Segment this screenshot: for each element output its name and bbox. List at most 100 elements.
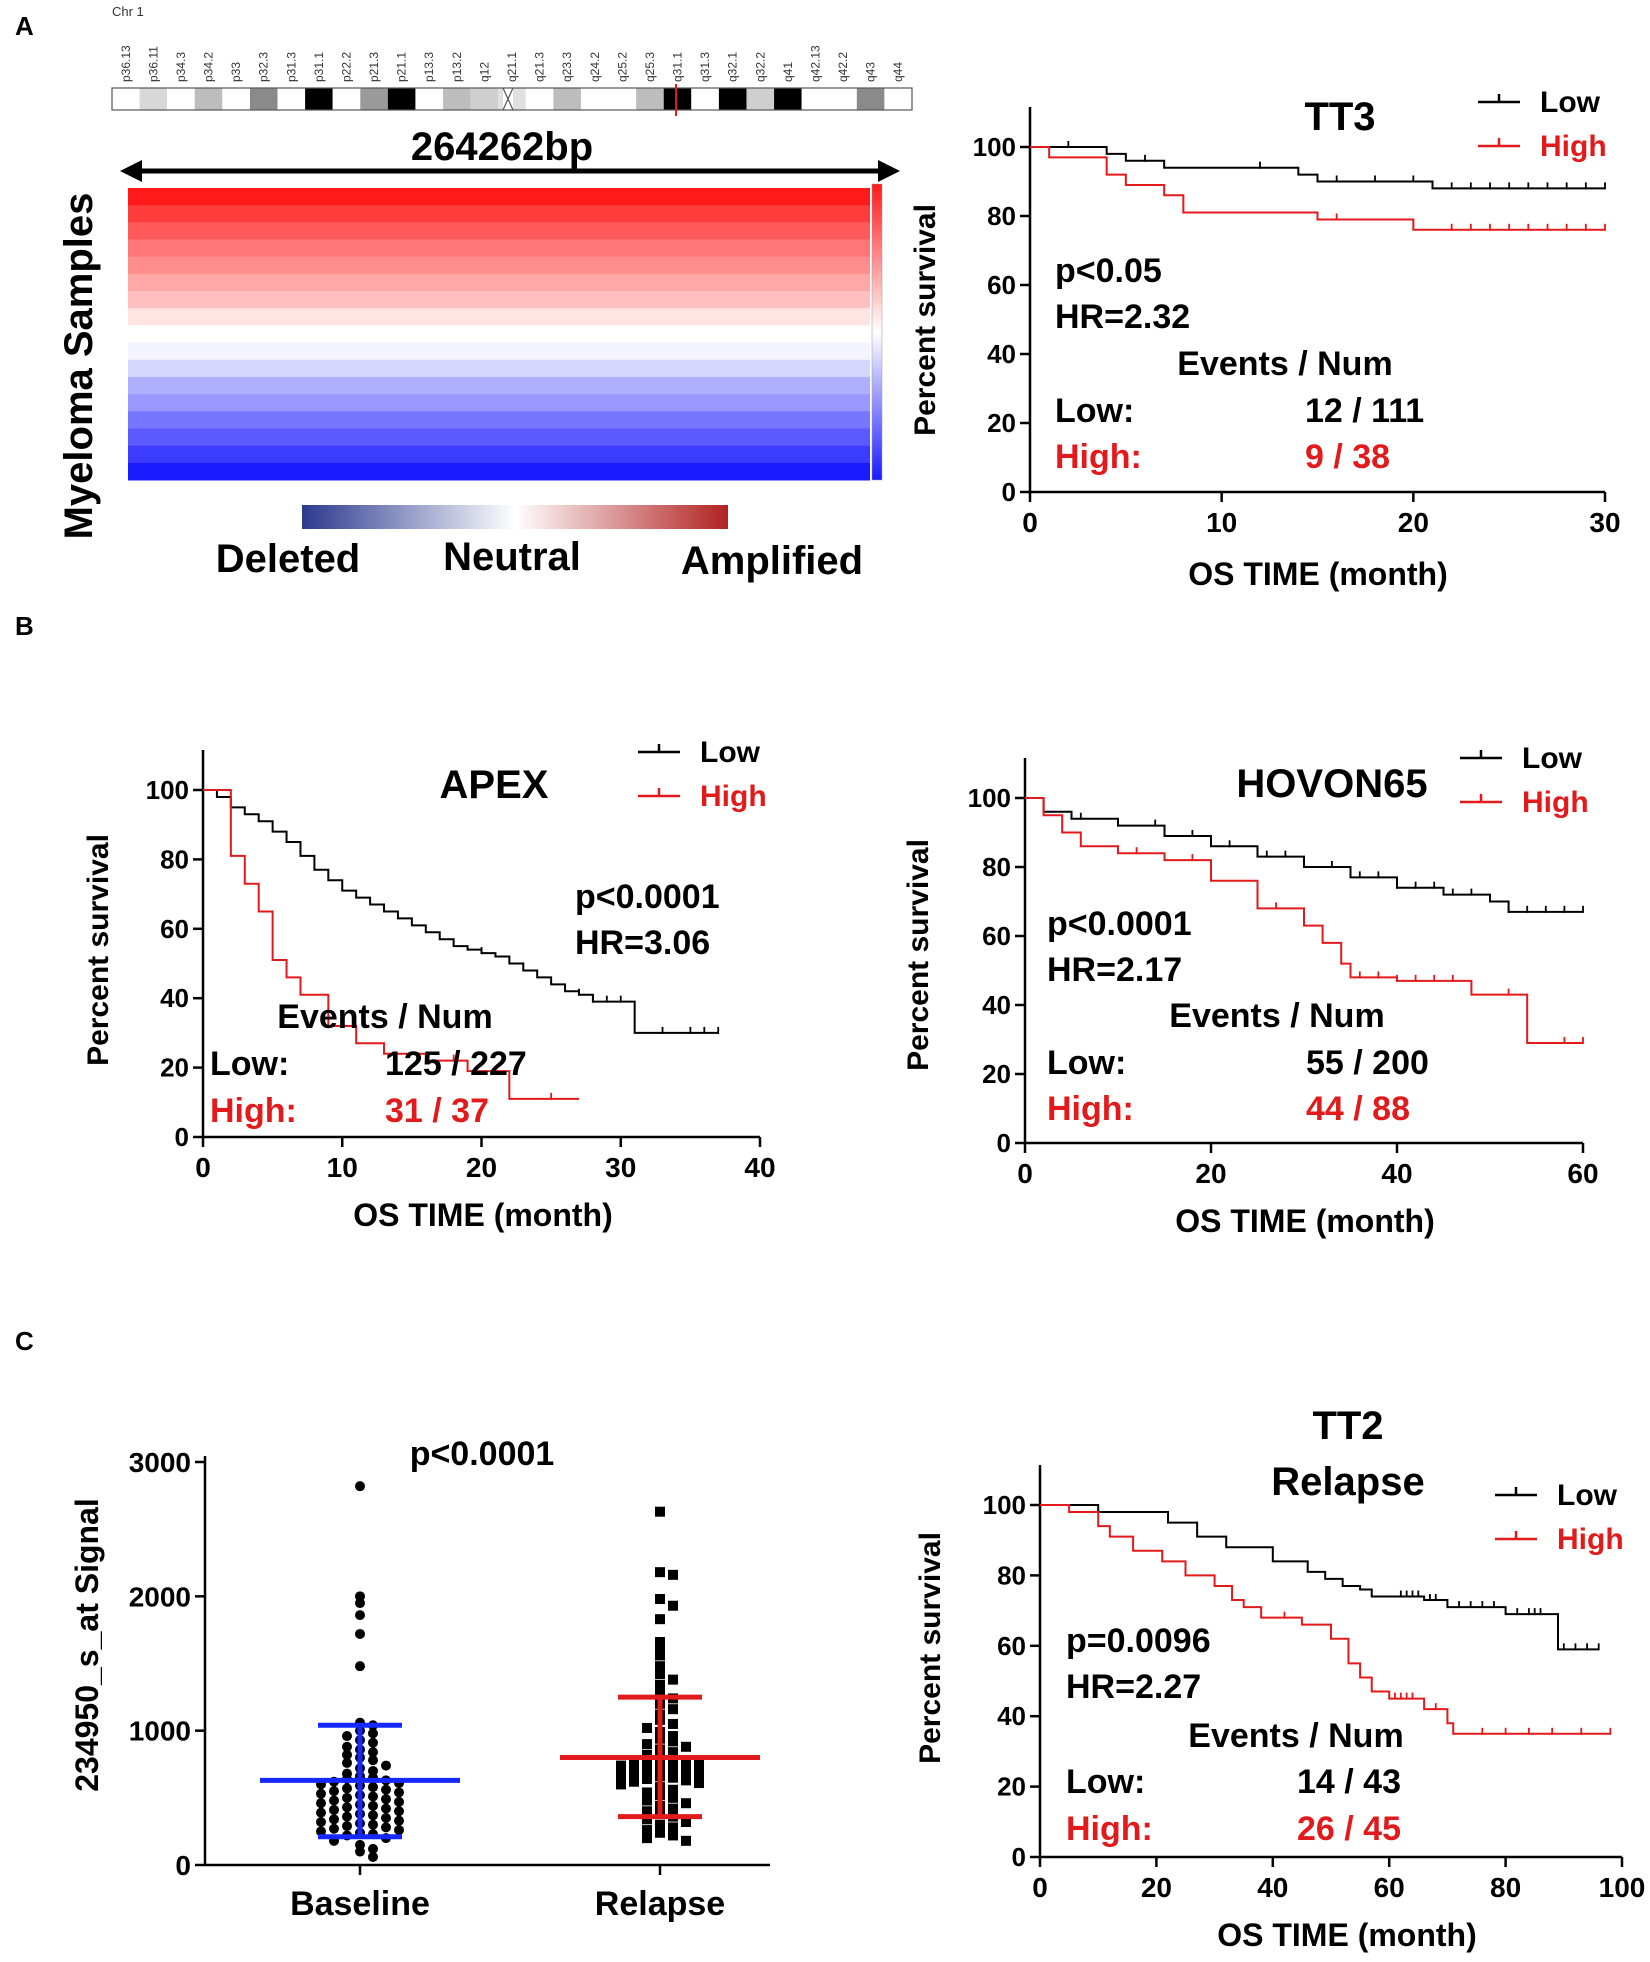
- data-point-relapse: [629, 1776, 639, 1787]
- heatmap-row: [128, 376, 870, 395]
- y-tick-label: 20: [982, 1059, 1011, 1089]
- data-point-baseline: [368, 1747, 378, 1758]
- category-label: Baseline: [290, 1885, 430, 1923]
- span-label: 264262bp: [411, 125, 593, 169]
- data-point-relapse: [629, 1767, 639, 1778]
- data-point-relapse: [629, 1757, 639, 1768]
- data-point-relapse: [668, 1830, 678, 1841]
- x-tick-label: 0: [1017, 1158, 1033, 1189]
- x-tick-label: 100: [1599, 1872, 1646, 1903]
- y-tick-label: 20: [160, 1053, 189, 1083]
- legend-label: High: [1522, 786, 1589, 819]
- data-point-relapse: [616, 1769, 626, 1780]
- data-point-baseline: [316, 1826, 326, 1837]
- band-label: q21.3: [533, 52, 547, 82]
- band-q44: [884, 88, 912, 110]
- data-point-baseline: [342, 1811, 352, 1822]
- events-row-label: Low:: [210, 1045, 289, 1083]
- y-tick-label: 60: [982, 921, 1011, 951]
- events-row-value: 9 / 38: [1305, 438, 1390, 476]
- chart-title: TT2: [1312, 1404, 1383, 1448]
- data-point-baseline: [355, 1846, 365, 1857]
- data-point-baseline: [381, 1760, 391, 1771]
- legend-label: High: [1557, 1523, 1624, 1556]
- events-header: Events / Num: [1177, 345, 1392, 383]
- data-point-baseline: [329, 1786, 339, 1797]
- data-point-baseline: [342, 1731, 352, 1742]
- events-row-label: Low:: [1047, 1044, 1126, 1082]
- band-p33: [222, 88, 250, 110]
- heatmap-row: [128, 308, 870, 326]
- data-point-baseline: [355, 1481, 365, 1492]
- survival-curve-low: [203, 789, 719, 1034]
- data-point-relapse: [655, 1661, 665, 1672]
- data-point-baseline: [368, 1810, 378, 1821]
- data-point-relapse: [616, 1779, 626, 1790]
- y-tick-label: 1000: [129, 1716, 191, 1747]
- data-point-relapse: [668, 1792, 678, 1803]
- data-point-baseline: [342, 1792, 352, 1803]
- heatmap-row: [128, 445, 870, 464]
- data-point-relapse: [642, 1764, 652, 1775]
- band-label: q21.1: [505, 52, 519, 82]
- x-tick-label: 0: [1022, 507, 1038, 538]
- data-point-baseline: [368, 1755, 378, 1766]
- heatmap-row: [128, 462, 870, 481]
- data-point-relapse: [642, 1806, 652, 1817]
- heatmap-row: [128, 291, 870, 309]
- survival-curve-low: [1025, 797, 1583, 913]
- chart-tt2-relapse: 0 20 40 60 80 100 0 20 40 60 80 100 Percent survival…: [914, 1404, 1645, 1953]
- heatmap-ylabel: Myeloma Samples: [57, 193, 101, 540]
- data-point-relapse: [668, 1704, 678, 1715]
- heatmap-row: [128, 273, 870, 292]
- x-tick-label: 40: [1257, 1872, 1288, 1903]
- band-q31.1: [663, 88, 692, 110]
- band-label: p31.1: [312, 52, 326, 82]
- events-row-label: High:: [1055, 438, 1142, 476]
- data-point-baseline: [381, 1822, 391, 1833]
- events-header: Events / Num: [1169, 997, 1384, 1035]
- x-tick-label: 20: [1195, 1158, 1226, 1189]
- heatmap-row: [128, 325, 870, 344]
- data-point-baseline: [355, 1628, 365, 1639]
- x-axis-label: OS TIME (month): [1175, 1203, 1435, 1239]
- data-point-relapse: [668, 1731, 678, 1742]
- events-row-value: 125 / 227: [385, 1045, 527, 1083]
- data-point-baseline: [355, 1610, 365, 1621]
- x-tick-label: 20: [466, 1152, 497, 1183]
- survival-curve-low: [1030, 146, 1605, 190]
- data-point-relapse: [655, 1669, 665, 1680]
- band-label: q42.13: [808, 45, 822, 82]
- data-point-relapse: [694, 1778, 704, 1789]
- band-q21.3: [525, 88, 554, 110]
- events-row-label: High:: [210, 1092, 297, 1130]
- events-row-value: 26 / 45: [1297, 1810, 1401, 1848]
- x-axis-label: OS TIME (month): [1217, 1917, 1477, 1953]
- band-label: q42.2: [836, 52, 850, 82]
- data-point-relapse: [655, 1819, 665, 1830]
- band-label: p32.3: [257, 52, 271, 82]
- y-tick-label: 100: [146, 775, 189, 805]
- band-p31.3: [277, 88, 306, 110]
- band-q31.3: [691, 88, 719, 110]
- x-tick-label: 10: [1206, 507, 1237, 538]
- data-point-baseline: [316, 1798, 326, 1809]
- band-label: q41: [781, 62, 795, 82]
- band-p36.11: [139, 88, 168, 110]
- y-tick-label: 40: [987, 339, 1016, 369]
- y-tick-label: 0: [1012, 1842, 1026, 1872]
- y-tick-label: 60: [160, 914, 189, 944]
- data-point-relapse: [655, 1827, 665, 1838]
- band-q25.3: [636, 88, 664, 110]
- data-point-baseline: [329, 1795, 339, 1806]
- data-point-relapse: [668, 1784, 678, 1795]
- data-point-baseline: [368, 1851, 378, 1862]
- band-p13.2: [443, 88, 471, 110]
- y-tick-label: 100: [983, 1490, 1026, 1520]
- data-point-relapse: [642, 1749, 652, 1760]
- data-point-baseline: [381, 1794, 391, 1805]
- band-label: q24.2: [588, 52, 602, 82]
- data-point-baseline: [368, 1791, 378, 1802]
- x-tick-label: 40: [1381, 1158, 1412, 1189]
- x-tick-label: 60: [1374, 1872, 1405, 1903]
